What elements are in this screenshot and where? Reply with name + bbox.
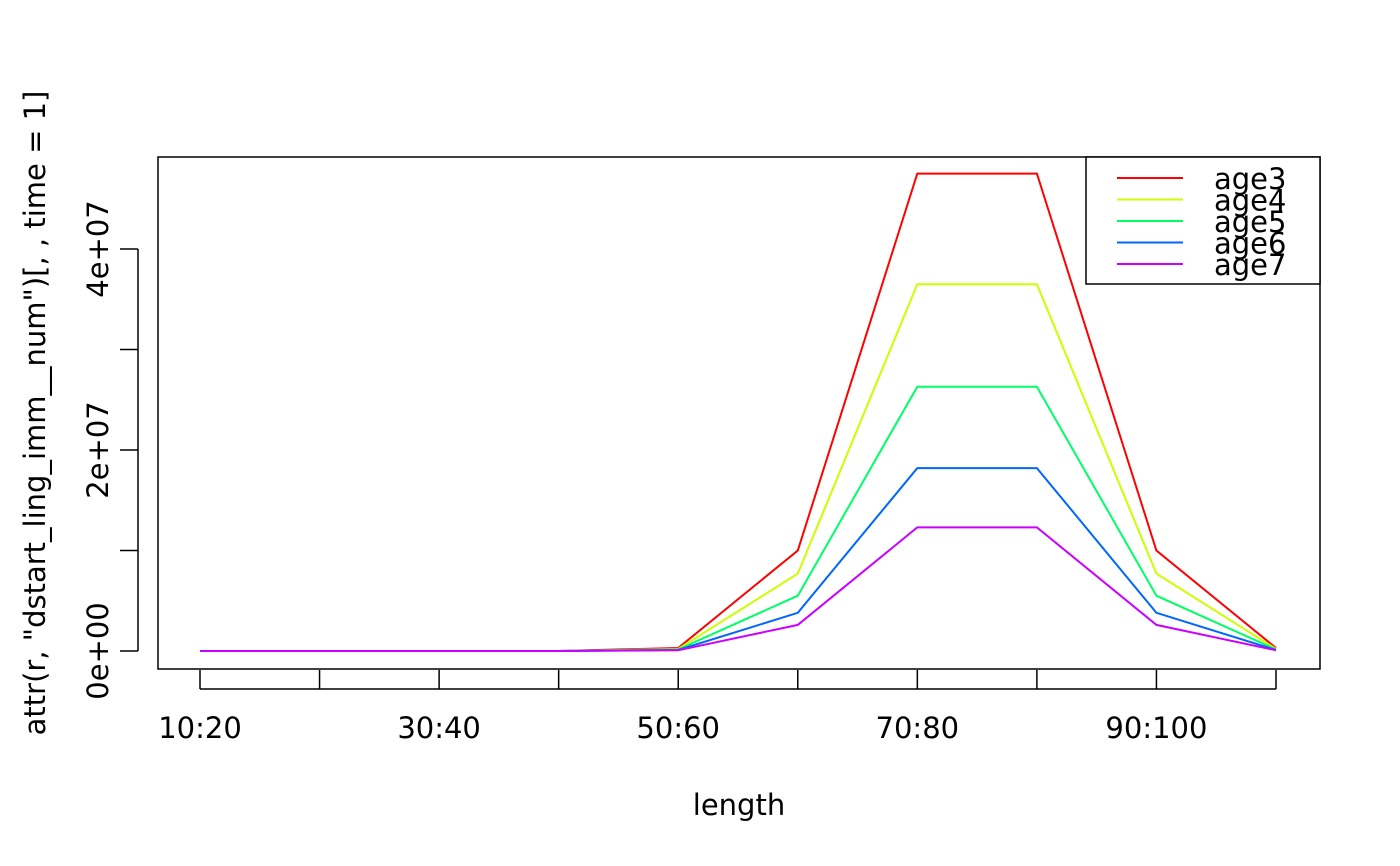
x-axis-label: length	[693, 788, 785, 822]
y-tick-label: 4e+07	[81, 200, 115, 298]
series-line-age4	[200, 283, 1277, 652]
x-axis: 10:20 30:40 50:60 70:80 90:100	[158, 670, 1277, 745]
y-tick-label: 2e+07	[81, 401, 115, 499]
series-layer	[200, 172, 1277, 652]
x-tick-label: 30:40	[397, 711, 481, 745]
legend-label-age4: age4	[1214, 184, 1286, 218]
legend-label-age7: age7	[1214, 248, 1286, 282]
legend-label-age5: age5	[1214, 205, 1286, 239]
y-tick-label: 0e+00	[81, 602, 115, 700]
plot-frame	[157, 156, 1321, 670]
x-tick-label: 10:20	[158, 711, 242, 745]
x-tick-label: 70:80	[876, 711, 960, 745]
y-axis-label: attr(r, "dstart_ling_imm__num")[, , time…	[18, 91, 52, 736]
legend-label-age6: age6	[1214, 227, 1286, 261]
x-tick-label: 90:100	[1105, 711, 1207, 745]
legend-label-age3: age3	[1214, 162, 1286, 196]
y-axis: 0e+00 2e+07 4e+07	[81, 200, 139, 700]
series-line-age7	[200, 526, 1277, 652]
x-tick-label: 50:60	[636, 711, 720, 745]
